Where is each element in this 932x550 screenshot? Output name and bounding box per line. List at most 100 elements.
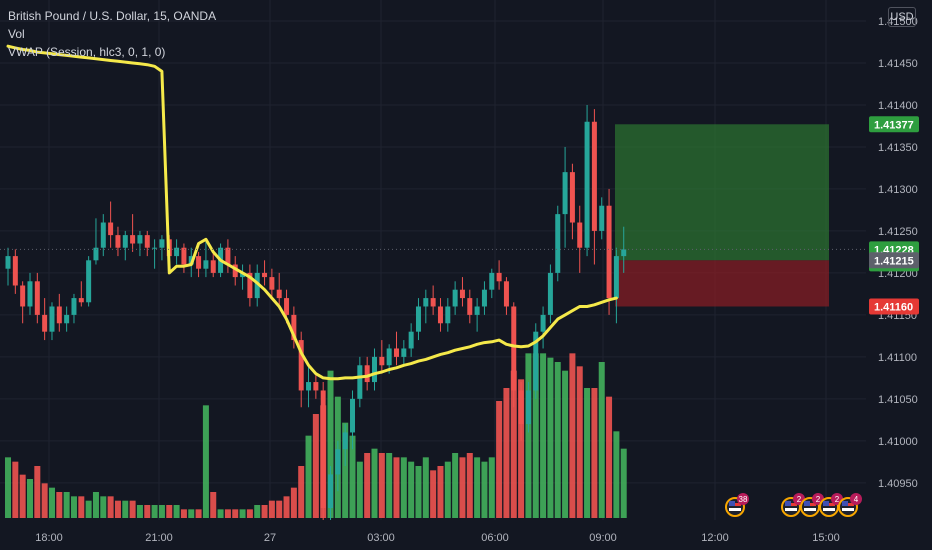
candle[interactable]: [130, 214, 136, 252]
candle[interactable]: [144, 230, 150, 257]
candle[interactable]: [115, 226, 121, 257]
candle[interactable]: [599, 197, 605, 240]
candle[interactable]: [291, 306, 297, 349]
candle[interactable]: [584, 104, 590, 257]
symbol-title[interactable]: British Pound / U.S. Dollar, 15, OANDA: [8, 9, 217, 23]
candle[interactable]: [86, 256, 92, 307]
volume-indicator-label[interactable]: Vol: [8, 27, 25, 41]
candle[interactable]: [306, 365, 312, 408]
candle[interactable]: [533, 323, 539, 399]
candle[interactable]: [621, 226, 627, 273]
candle[interactable]: [34, 272, 40, 324]
candle[interactable]: [467, 289, 473, 324]
candle[interactable]: [12, 249, 18, 294]
candle[interactable]: [525, 382, 531, 433]
profit-zone[interactable]: [615, 124, 829, 261]
candle-body: [415, 306, 421, 332]
candle[interactable]: [27, 272, 33, 315]
candle[interactable]: [232, 256, 238, 286]
candle[interactable]: [100, 214, 106, 257]
candle[interactable]: [511, 302, 517, 408]
flag-canton: [785, 501, 791, 506]
candle[interactable]: [577, 205, 583, 273]
candle[interactable]: [423, 289, 429, 324]
candle[interactable]: [5, 247, 11, 286]
candle[interactable]: [159, 235, 165, 261]
long-position-tool[interactable]: [615, 124, 829, 307]
time-tick-label: 06:00: [481, 532, 509, 544]
time-axis[interactable]: [0, 520, 932, 550]
candle[interactable]: [137, 230, 143, 257]
candle[interactable]: [42, 298, 48, 341]
candle[interactable]: [569, 163, 575, 240]
flag-canton: [804, 501, 810, 506]
candle[interactable]: [254, 264, 260, 307]
candle[interactable]: [196, 251, 202, 278]
candle-body: [423, 298, 429, 307]
candle[interactable]: [210, 251, 216, 278]
candle[interactable]: [430, 285, 436, 315]
stop-loss-zone[interactable]: [615, 260, 829, 307]
candle[interactable]: [276, 272, 282, 307]
candle[interactable]: [518, 382, 524, 441]
candle[interactable]: [474, 298, 480, 332]
candle-body: [328, 474, 334, 509]
candle[interactable]: [445, 298, 451, 332]
currency-button[interactable]: USD: [888, 7, 916, 27]
candle[interactable]: [174, 239, 180, 265]
candle[interactable]: [203, 239, 209, 278]
candle[interactable]: [49, 302, 55, 341]
candle[interactable]: [269, 268, 275, 299]
candle[interactable]: [320, 382, 326, 542]
candle[interactable]: [540, 306, 546, 349]
candle[interactable]: [350, 390, 356, 450]
candle[interactable]: [613, 247, 619, 324]
candle[interactable]: [401, 340, 407, 366]
candle[interactable]: [415, 298, 421, 341]
candle[interactable]: [547, 264, 553, 324]
vwap-line[interactable]: [6, 44, 618, 381]
candle[interactable]: [408, 323, 414, 357]
candle[interactable]: [555, 205, 561, 282]
candle[interactable]: [78, 281, 84, 307]
candle[interactable]: [122, 230, 128, 261]
candle[interactable]: [562, 146, 568, 248]
candle[interactable]: [481, 281, 487, 315]
vwap-indicator-label[interactable]: VWAP (Session, hlc3, 0, 1, 0): [8, 45, 166, 59]
candle[interactable]: [335, 440, 341, 492]
candle[interactable]: [452, 281, 458, 315]
candle[interactable]: [496, 260, 502, 290]
candle[interactable]: [364, 356, 370, 391]
candle[interactable]: [181, 243, 187, 273]
candle[interactable]: [342, 424, 348, 467]
candle[interactable]: [393, 331, 399, 366]
candlestick-series[interactable]: [5, 104, 627, 542]
candle[interactable]: [313, 373, 319, 399]
candle[interactable]: [108, 201, 114, 248]
candle[interactable]: [240, 264, 246, 290]
candle[interactable]: [298, 331, 304, 408]
candle[interactable]: [606, 188, 612, 315]
volume-bar: [107, 496, 114, 518]
candle[interactable]: [437, 298, 443, 332]
candle[interactable]: [225, 239, 231, 273]
candle[interactable]: [459, 277, 465, 307]
candle[interactable]: [56, 293, 62, 332]
candle[interactable]: [20, 281, 26, 324]
candle[interactable]: [64, 306, 70, 332]
candle[interactable]: [71, 293, 77, 324]
candle[interactable]: [93, 218, 99, 265]
candle[interactable]: [357, 356, 363, 408]
candle[interactable]: [503, 277, 509, 315]
candle[interactable]: [152, 239, 158, 269]
candle[interactable]: [489, 268, 495, 299]
candle[interactable]: [379, 340, 385, 374]
candle[interactable]: [372, 348, 377, 391]
candle[interactable]: [328, 466, 334, 525]
candle[interactable]: [247, 264, 253, 307]
economic-event-markers[interactable]: 38 2 2 2 4: [725, 493, 862, 517]
candle[interactable]: [262, 260, 268, 286]
candle[interactable]: [591, 109, 597, 265]
